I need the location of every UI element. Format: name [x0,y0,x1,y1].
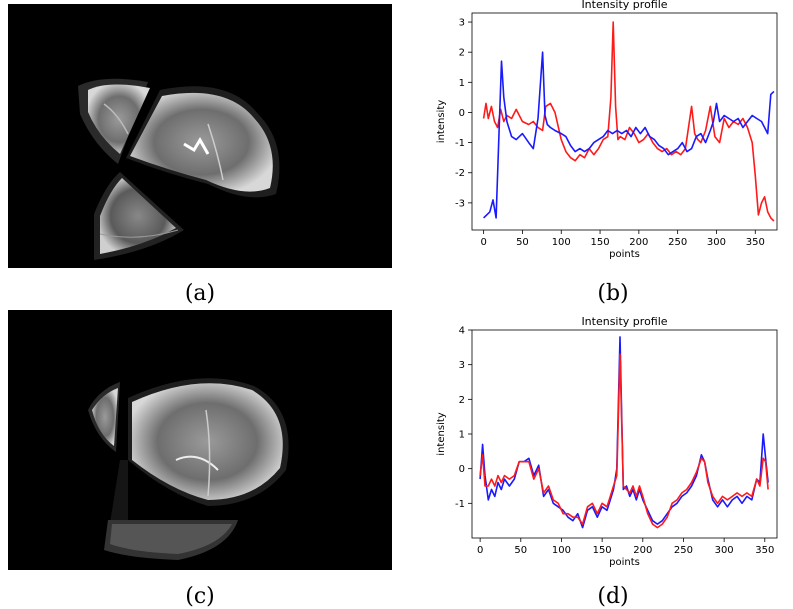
y-tick-label: 3 [459,360,465,371]
x-axis-label: points [609,249,640,260]
y-tick-label: -3 [455,198,465,209]
caption-c: (c) [170,584,230,609]
y-axis-label: intensity [436,100,447,143]
x-axis-label: points [609,557,640,568]
caption-a: (a) [170,281,230,306]
y-tick-label: -1 [455,138,465,149]
x-tick-label: 200 [633,545,652,556]
y-tick-label: 1 [459,430,465,441]
x-tick-label: 200 [629,237,648,248]
x-tick-label: 300 [707,237,726,248]
x-tick-label: 250 [674,545,693,556]
y-tick-label: 0 [459,108,465,119]
chart-title: Intensity profile [581,315,667,328]
plot-frame [472,13,777,230]
x-tick-label: 0 [477,545,483,556]
y-tick-label: 4 [459,326,465,337]
chart-title: Intensity profile [581,0,667,11]
x-tick-label: 350 [746,237,765,248]
intensity-chart-b: Intensity profile 0 50 100 150 200 250 300 350 -3… [420,0,793,272]
y-tick-label: -2 [455,168,465,179]
x-tick-label: 150 [591,237,610,248]
x-tick-label: 50 [514,545,527,556]
x-tick-label: 0 [480,237,486,248]
mri-image-c [8,310,392,570]
y-tick-label: 2 [459,48,465,59]
y-tick-label: 3 [459,18,465,29]
mri-image-a [8,4,392,268]
x-tick-label: 300 [715,545,734,556]
x-tick-label: 100 [552,237,571,248]
x-tick-label: 50 [516,237,529,248]
series-line-red [480,354,768,527]
series-line-red [484,22,774,221]
x-tick-label: 100 [552,545,571,556]
y-tick-label: 1 [459,78,465,89]
y-axis-label: intensity [436,412,447,455]
y-tick-label: -1 [455,499,465,510]
caption-b: (b) [583,281,643,306]
x-tick-label: 150 [593,545,612,556]
y-tick-label: 2 [459,395,465,406]
series-line-blue [484,52,774,218]
intensity-chart-d: Intensity profile 0 50 100 150 200 250 300 350 -1… [420,306,793,572]
x-tick-label: 250 [668,237,687,248]
caption-d: (d) [583,584,643,609]
x-tick-label: 350 [755,545,774,556]
plot-frame [472,330,777,538]
y-tick-label: 0 [459,464,465,475]
